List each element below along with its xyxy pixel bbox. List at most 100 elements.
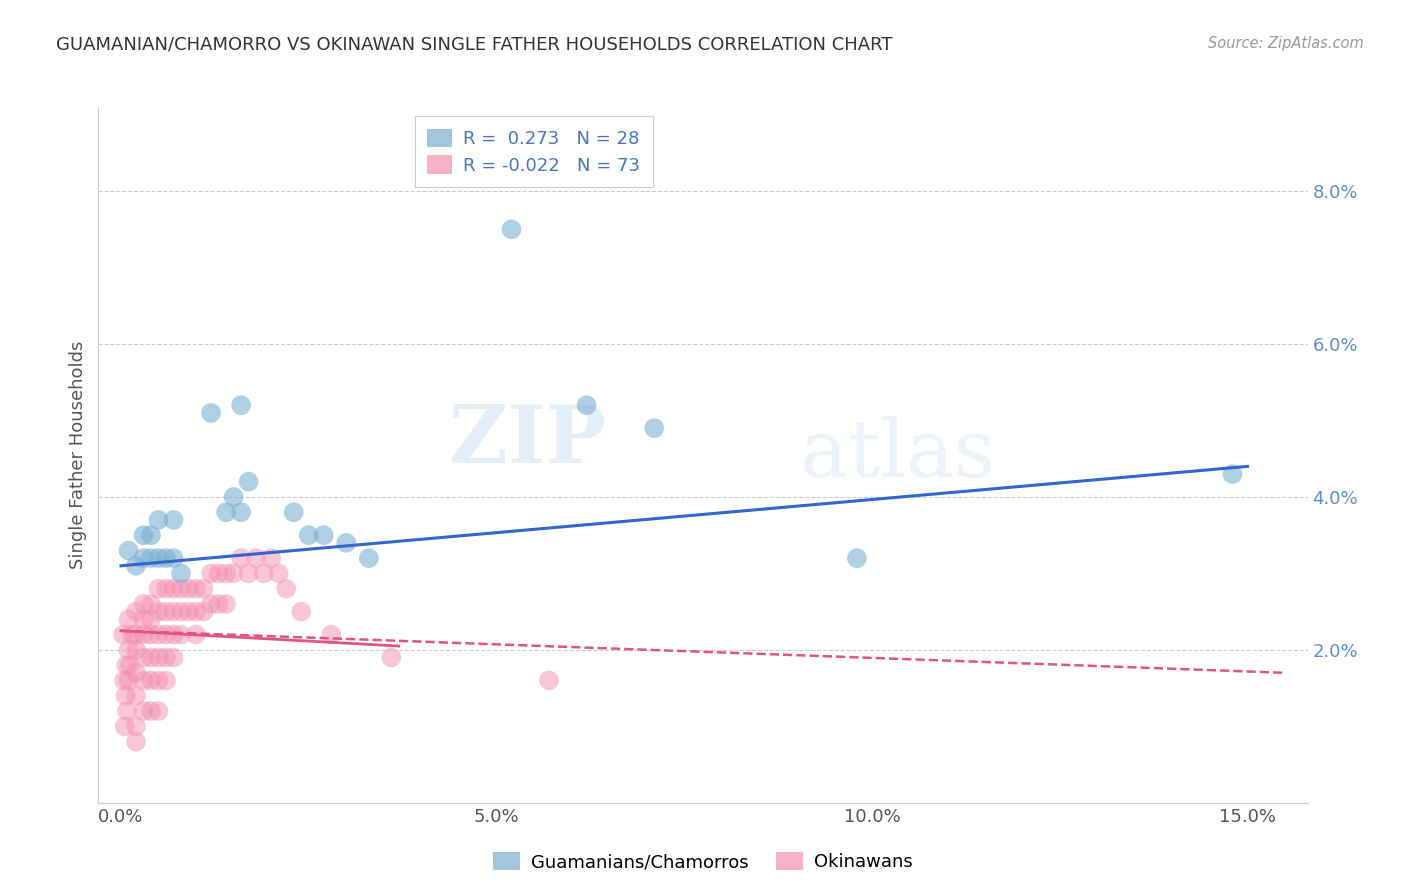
Point — [155, 551, 177, 566]
Point — [260, 551, 283, 566]
Point — [276, 582, 298, 596]
Point — [117, 673, 139, 688]
Point — [170, 605, 193, 619]
Point — [139, 704, 162, 718]
Point — [162, 551, 184, 566]
Point — [245, 551, 267, 566]
Point — [222, 566, 245, 581]
Point — [335, 536, 357, 550]
Point — [114, 719, 136, 733]
Point — [501, 222, 523, 236]
Text: Source: ZipAtlas.com: Source: ZipAtlas.com — [1208, 36, 1364, 51]
Point — [139, 597, 162, 611]
Point — [125, 734, 148, 748]
Point — [132, 673, 155, 688]
Text: ZIP: ZIP — [450, 402, 606, 480]
Point — [238, 475, 260, 489]
Point — [117, 612, 139, 626]
Point — [125, 665, 148, 680]
Point — [215, 597, 238, 611]
Point — [537, 673, 560, 688]
Point — [575, 398, 598, 412]
Point — [170, 582, 193, 596]
Point — [148, 627, 170, 641]
Point — [148, 704, 170, 718]
Point — [380, 650, 402, 665]
Point — [148, 513, 170, 527]
Point — [117, 643, 139, 657]
Point — [321, 627, 343, 641]
Point — [155, 673, 177, 688]
Point — [193, 582, 215, 596]
Point — [222, 490, 245, 504]
Point — [139, 650, 162, 665]
Legend: Guamanians/Chamorros, Okinawans: Guamanians/Chamorros, Okinawans — [486, 845, 920, 879]
Point — [139, 627, 162, 641]
Point — [162, 650, 184, 665]
Point — [148, 650, 170, 665]
Point — [155, 627, 177, 641]
Text: atlas: atlas — [800, 416, 995, 494]
Point — [200, 597, 222, 611]
Point — [357, 551, 380, 566]
Point — [177, 582, 200, 596]
Point — [125, 643, 148, 657]
Point — [125, 719, 148, 733]
Point — [125, 627, 148, 641]
Point — [207, 597, 229, 611]
Point — [298, 528, 321, 542]
Point — [148, 605, 170, 619]
Point — [121, 627, 143, 641]
Point — [155, 605, 177, 619]
Point — [118, 658, 141, 673]
Point — [125, 558, 148, 573]
Point — [184, 605, 207, 619]
Point — [115, 658, 138, 673]
Point — [132, 597, 155, 611]
Point — [155, 650, 177, 665]
Point — [229, 505, 252, 519]
Point — [200, 406, 222, 420]
Point — [132, 650, 155, 665]
Point — [238, 566, 260, 581]
Point — [1222, 467, 1244, 481]
Point — [162, 627, 184, 641]
Point — [139, 528, 162, 542]
Legend: R =  0.273   N = 28, R = -0.022   N = 73: R = 0.273 N = 28, R = -0.022 N = 73 — [415, 116, 652, 187]
Point — [283, 505, 305, 519]
Point — [229, 398, 252, 412]
Point — [184, 627, 207, 641]
Point — [125, 605, 148, 619]
Point — [112, 627, 135, 641]
Point — [112, 673, 135, 688]
Point — [267, 566, 290, 581]
Point — [162, 582, 184, 596]
Point — [148, 673, 170, 688]
Point — [215, 505, 238, 519]
Point — [290, 605, 312, 619]
Point — [132, 551, 155, 566]
Point — [200, 566, 222, 581]
Point — [115, 704, 138, 718]
Point — [132, 704, 155, 718]
Point — [148, 551, 170, 566]
Point — [139, 612, 162, 626]
Point — [162, 513, 184, 527]
Point — [170, 627, 193, 641]
Point — [162, 605, 184, 619]
Point — [139, 673, 162, 688]
Point — [229, 551, 252, 566]
Point — [155, 582, 177, 596]
Point — [846, 551, 869, 566]
Point — [114, 689, 136, 703]
Point — [132, 612, 155, 626]
Point — [184, 582, 207, 596]
Point — [643, 421, 665, 435]
Point — [117, 543, 139, 558]
Point — [139, 551, 162, 566]
Point — [125, 689, 148, 703]
Point — [312, 528, 335, 542]
Point — [193, 605, 215, 619]
Text: GUAMANIAN/CHAMORRO VS OKINAWAN SINGLE FATHER HOUSEHOLDS CORRELATION CHART: GUAMANIAN/CHAMORRO VS OKINAWAN SINGLE FA… — [56, 36, 893, 54]
Point — [215, 566, 238, 581]
